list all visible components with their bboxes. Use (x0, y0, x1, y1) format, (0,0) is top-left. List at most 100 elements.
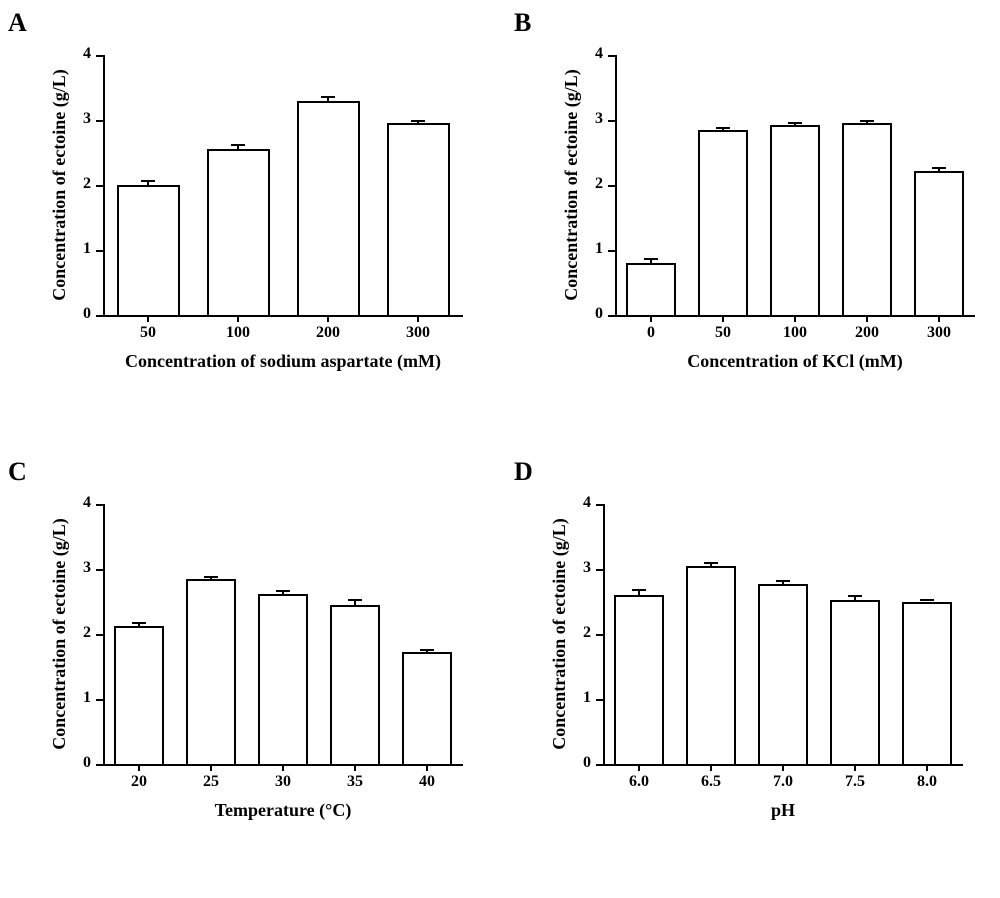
bar (914, 171, 964, 315)
x-tick (417, 315, 419, 322)
x-tick (710, 764, 712, 771)
x-tick (426, 764, 428, 771)
panel-letter: C (8, 457, 27, 487)
y-tick (96, 764, 103, 766)
y-tick (96, 699, 103, 701)
x-tick-label: 100 (765, 324, 825, 342)
x-tick-label: 50 (693, 324, 753, 342)
bar (842, 123, 892, 315)
x-axis-label: Temperature (°C) (103, 800, 463, 821)
y-tick (96, 315, 103, 317)
y-tick-label: 0 (65, 754, 91, 772)
bar (117, 185, 180, 315)
x-tick (147, 315, 149, 322)
x-tick (794, 315, 796, 322)
panel-letter: B (514, 8, 531, 38)
panel-c: CConcentration of ectoine (g/L)Temperatu… (0, 449, 500, 898)
y-tick (608, 185, 615, 187)
y-tick-label: 4 (565, 494, 591, 512)
error-cap (411, 120, 425, 122)
error-cap (716, 127, 730, 129)
x-tick (282, 764, 284, 771)
y-tick (596, 634, 603, 636)
error-cap (860, 120, 874, 122)
error-cap (848, 595, 862, 597)
error-cap (920, 599, 934, 601)
bar (330, 605, 380, 764)
x-tick-label: 6.5 (681, 773, 741, 791)
y-axis (603, 504, 605, 766)
panel-letter: A (8, 8, 27, 38)
x-tick-label: 200 (298, 324, 358, 342)
error-cap (644, 258, 658, 260)
y-tick-label: 1 (65, 689, 91, 707)
x-tick-label: 6.0 (609, 773, 669, 791)
x-tick-label: 30 (253, 773, 313, 791)
y-tick (596, 504, 603, 506)
y-tick (596, 569, 603, 571)
error-cap (204, 576, 218, 578)
panel-letter: D (514, 457, 533, 487)
y-tick (608, 55, 615, 57)
error-cap (776, 580, 790, 582)
x-tick (210, 764, 212, 771)
y-tick-label: 2 (565, 624, 591, 642)
bar (830, 600, 880, 764)
bar (758, 584, 808, 764)
error-cap (141, 180, 155, 182)
y-tick-label: 1 (65, 240, 91, 258)
x-tick-label: 200 (837, 324, 897, 342)
y-tick (96, 250, 103, 252)
bar (114, 626, 164, 764)
y-tick-label: 4 (577, 45, 603, 63)
error-cap (788, 122, 802, 124)
x-tick-label: 20 (109, 773, 169, 791)
y-tick (96, 120, 103, 122)
error-cap (632, 589, 646, 591)
y-tick-label: 3 (577, 110, 603, 128)
y-axis (615, 55, 617, 317)
x-tick (782, 764, 784, 771)
x-tick-label: 40 (397, 773, 457, 791)
x-tick (638, 764, 640, 771)
x-tick-label: 7.0 (753, 773, 813, 791)
x-tick-label: 50 (118, 324, 178, 342)
error-cap (321, 96, 335, 98)
x-tick-label: 100 (208, 324, 268, 342)
y-tick (608, 315, 615, 317)
x-tick-label: 25 (181, 773, 241, 791)
x-tick-label: 8.0 (897, 773, 957, 791)
x-tick (854, 764, 856, 771)
y-tick-label: 1 (577, 240, 603, 258)
y-tick-label: 3 (565, 559, 591, 577)
error-cap (932, 167, 946, 169)
panel-b: BConcentration of ectoine (g/L)Concentra… (500, 0, 1000, 449)
panel-a: AConcentration of ectoine (g/L)Concentra… (0, 0, 500, 449)
y-tick-label: 1 (565, 689, 591, 707)
y-tick-label: 0 (577, 305, 603, 323)
y-tick (596, 699, 603, 701)
y-tick-label: 3 (65, 559, 91, 577)
y-tick-label: 2 (65, 624, 91, 642)
x-tick-label: 7.5 (825, 773, 885, 791)
bar (614, 595, 664, 764)
x-axis-label: Concentration of KCl (mM) (615, 351, 975, 372)
y-tick-label: 4 (65, 494, 91, 512)
y-tick (96, 569, 103, 571)
bar (258, 594, 308, 764)
x-tick (354, 764, 356, 771)
y-tick-label: 0 (65, 305, 91, 323)
bar (387, 123, 450, 315)
y-tick (608, 250, 615, 252)
x-tick (650, 315, 652, 322)
x-tick-label: 35 (325, 773, 385, 791)
figure-grid: AConcentration of ectoine (g/L)Concentra… (0, 0, 1000, 898)
error-cap (132, 622, 146, 624)
x-tick (138, 764, 140, 771)
y-tick-label: 4 (65, 45, 91, 63)
y-tick (96, 55, 103, 57)
bar (770, 125, 820, 315)
y-tick-label: 2 (577, 175, 603, 193)
bar (402, 652, 452, 764)
error-cap (276, 590, 290, 592)
